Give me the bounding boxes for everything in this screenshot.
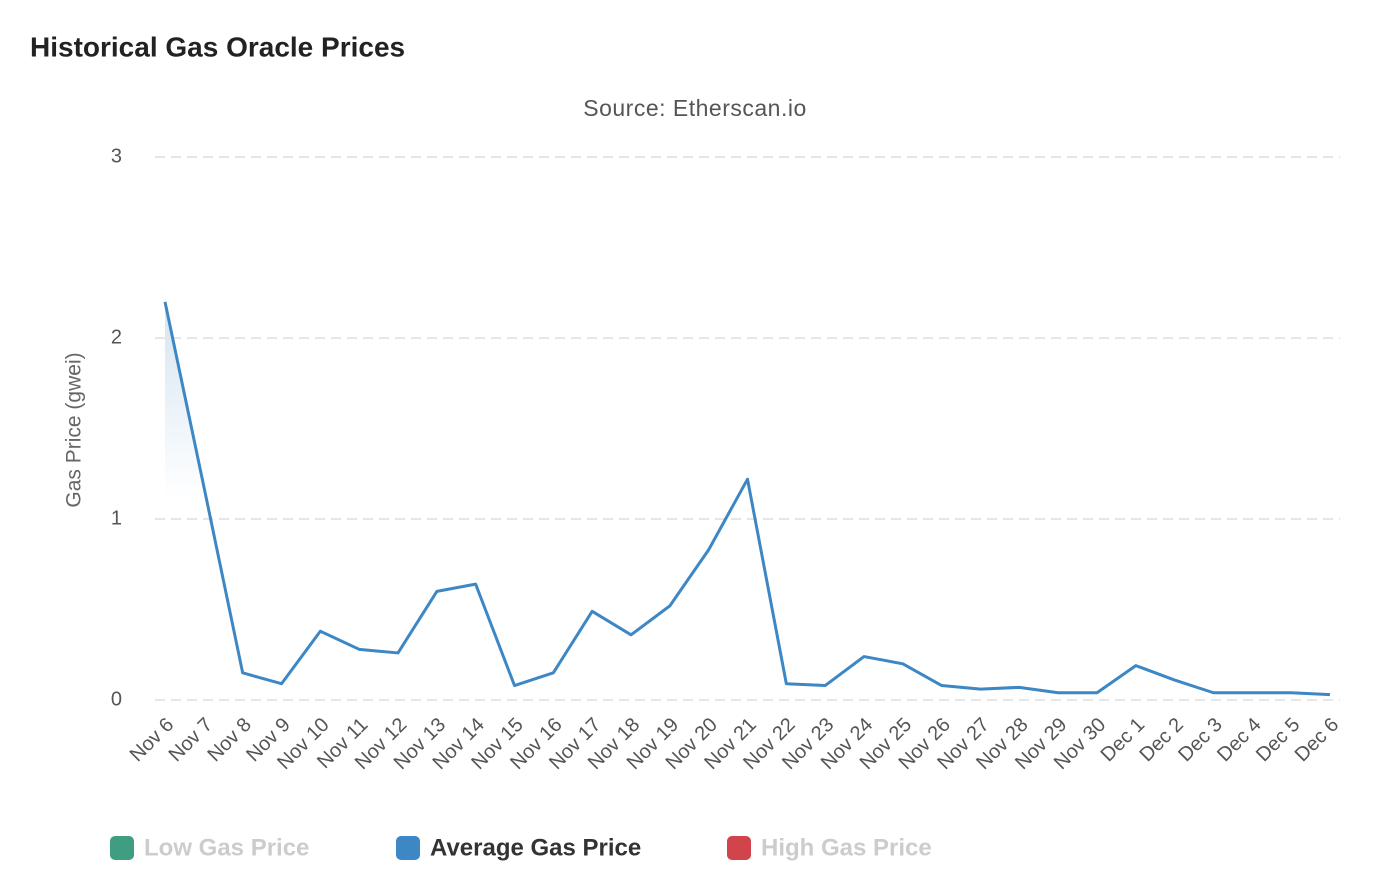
legend-label[interactable]: Low Gas Price <box>144 834 309 861</box>
x-tick-label: Dec 1 <box>1097 714 1150 767</box>
y-tick-label: 3 <box>111 145 122 167</box>
chart-title: Historical Gas Oracle Prices <box>30 31 405 62</box>
y-tick-label: 1 <box>111 507 122 529</box>
x-tick-label: Dec 4 <box>1213 714 1266 767</box>
legend-label[interactable]: High Gas Price <box>761 834 932 861</box>
chart-subtitle: Source: Etherscan.io <box>583 95 807 121</box>
area <box>165 301 1330 700</box>
x-tick-label: Dec 2 <box>1135 714 1188 767</box>
y-tick-label: 0 <box>111 688 122 710</box>
y-axis-title: Gas Price (gwei) <box>63 352 86 507</box>
legend-swatch <box>396 836 420 860</box>
legend-swatch <box>110 836 134 860</box>
x-tick-label: Dec 6 <box>1291 714 1344 767</box>
x-tick-label: Dec 5 <box>1252 714 1305 767</box>
x-tick-label: Nov 8 <box>203 714 256 767</box>
line <box>163 301 1331 697</box>
x-tick-label: Dec 3 <box>1174 714 1227 767</box>
legend-swatch <box>727 836 751 860</box>
legend-label[interactable]: Average Gas Price <box>430 834 641 861</box>
x-tick-label: Nov 6 <box>126 714 179 767</box>
y-tick-label: 2 <box>111 326 122 348</box>
x-tick-label: Nov 7 <box>165 714 218 767</box>
